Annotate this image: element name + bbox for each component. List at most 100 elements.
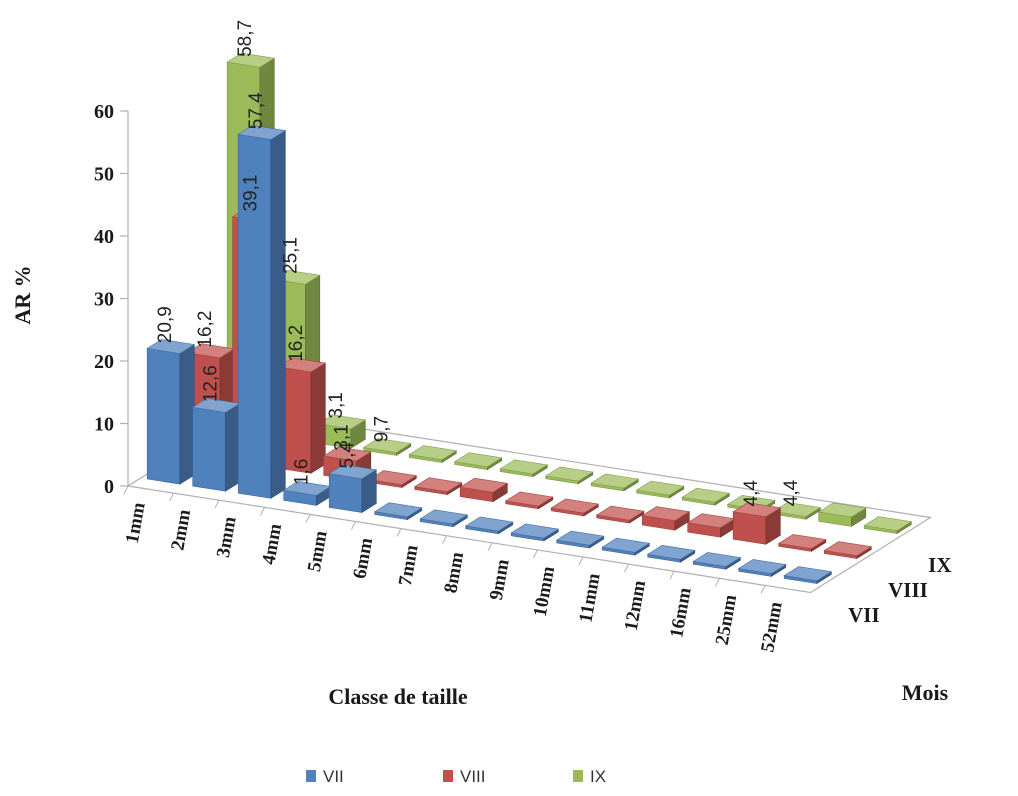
legend-swatch [443,770,453,782]
x-tick-mark [396,528,402,537]
data-label: 3,1 [332,424,353,450]
bar [686,513,736,538]
x-tick-label: 11mm [575,572,604,625]
data-label: 58,7 [235,20,256,57]
x-tick-mark [715,578,720,587]
data-label: 4,4 [741,480,762,507]
data-label: 39,1 [241,175,262,212]
x-tick-mark [260,507,265,516]
x-tick-label: 1mm [122,501,150,545]
data-label: 9,7 [372,416,393,442]
x-tick-mark [123,485,129,495]
data-label: 16,2 [195,311,216,348]
x-tick-mark [442,535,447,544]
x-tick-mark [669,570,675,580]
bar [823,541,873,560]
legend-swatch [573,770,583,782]
bar [237,125,287,499]
y-tick-label: 40 [94,226,114,248]
bar [590,473,640,492]
bar [317,414,367,449]
x-tick-label: 6mm [349,536,377,580]
y-tick-label: 30 [94,289,114,311]
bar [459,477,509,503]
x-tick-label: 4mm [258,522,286,566]
bar [863,516,913,535]
z-tick-label: VII [848,603,880,627]
x-tick-label: 9mm [486,557,514,601]
legend-swatch [306,770,316,782]
bar [692,552,742,570]
bars-layer [146,52,913,585]
bar [817,502,867,527]
bar [635,480,685,499]
data-label: 16,2 [286,325,307,362]
x-tick-mark [760,585,766,594]
x-tick-mark [305,514,311,523]
y-tick-label: 20 [94,351,114,373]
data-label: 3,1 [326,392,347,418]
bar [328,464,378,514]
legend-label: VIII [460,767,486,786]
x-tick-mark [624,563,629,573]
data-labels-layer: 58,7 25,1 3,1 9,7 4,4 16,2 39,1 16,2 3,1 4,4 20,9 1… [155,20,802,507]
bar [601,537,651,556]
x-tick-mark [487,542,493,552]
legend-item: IX [573,767,606,786]
legend: VII VIII IX [306,767,606,786]
legend-item: VII [306,767,344,786]
y-tick-label: 60 [94,101,114,123]
bar [419,509,469,528]
bar [146,339,196,485]
bar [737,559,787,577]
z-axis-title: Mois [902,680,949,705]
y-tick-label: 0 [104,476,114,498]
bar [464,516,514,535]
y-axis-title: AR % [10,265,35,324]
x-tick-label: 5mm [304,529,332,573]
x-tick-mark [214,499,220,509]
data-label: 12,6 [201,365,222,402]
z-tick-label: VIII [888,578,928,602]
x-tick-label: 7mm [395,543,423,587]
x-tick-label: 25mm [712,593,742,647]
y-tick-label: 50 [94,164,114,186]
x-tick-label: 12mm [621,579,651,633]
y-tick-label: 10 [94,414,114,436]
x-tick-mark [578,556,584,566]
data-label: 25,1 [281,237,302,274]
bar [453,452,503,471]
bar [373,502,423,521]
x-tick-label: 52mm [757,600,787,654]
bar [555,530,605,549]
data-label: 5,4 [337,442,358,469]
bar [550,498,600,517]
bar [595,505,645,524]
bar [499,459,549,478]
chart-walls: 0 10 20 30 40 50 60 1mm 2mm 3mm 4mm 5mm 6mm 7mm 8mm 9mm… [94,101,951,654]
data-label: 4,4 [781,479,802,506]
bar [413,477,463,496]
legend-item: VIII [443,767,486,786]
x-tick-label: 8mm [440,550,468,594]
x-tick-mark [533,549,538,559]
legend-label: VII [323,767,344,786]
bar [732,502,782,545]
x-tick-mark [351,521,356,530]
bar [368,470,418,489]
legend-label: IX [590,767,606,786]
data-label: 57,4 [246,92,267,129]
bar [408,445,458,464]
x-tick-mark [169,492,174,502]
x-axis-title: Classe de taille [328,684,468,709]
x-tick-label: 2mm [167,508,195,552]
bar [783,566,833,585]
data-label: 20,9 [155,306,176,343]
bar [510,523,560,542]
bar [641,506,691,531]
data-label: 1,6 [292,459,313,485]
z-tick-label: IX [928,553,951,577]
x-tick-label: 16mm [666,586,696,640]
x-tick-label: 3mm [213,515,241,559]
